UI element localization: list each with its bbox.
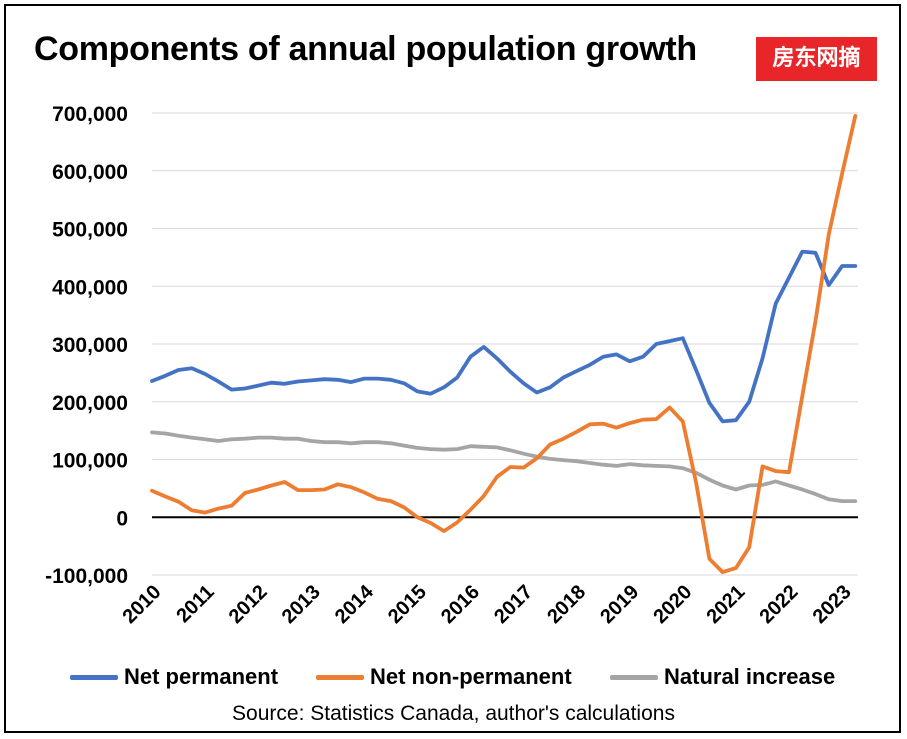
legend-label-net-permanent: Net permanent [124, 664, 279, 689]
chart-title: Components of annual population growth [34, 30, 697, 68]
watermark-badge: 房东网摘 [756, 37, 877, 81]
series-line-natural-increase [150, 430, 858, 504]
legend-swatch-natural-increase [610, 674, 658, 680]
y-tick-label: 0 [116, 507, 128, 530]
chart-legend: Net permanent Net non-permanent Natural … [70, 662, 870, 692]
x-tick-label: 2014 [331, 580, 379, 628]
y-tick-label: 700,000 [52, 103, 128, 126]
x-tick-label: 2011 [172, 581, 218, 627]
source-note: Source: Statistics Canada, author's calc… [232, 702, 675, 725]
x-tick-label: 2021 [702, 581, 749, 628]
y-tick-label: 200,000 [52, 392, 128, 415]
legend-swatch-net-non-permanent [316, 674, 364, 680]
y-tick-label: 500,000 [52, 219, 128, 242]
x-tick-label: 2017 [490, 581, 537, 628]
legend-label-natural-increase: Natural increase [664, 664, 836, 689]
x-tick-label: 2022 [756, 581, 803, 628]
x-tick-label: 2023 [809, 581, 856, 628]
x-tick-label: 2010 [119, 581, 166, 628]
x-tick-label: 2013 [278, 581, 325, 628]
x-tick-label: 2016 [437, 581, 484, 628]
y-tick-label: -100,000 [45, 565, 128, 588]
x-tick-label: 2015 [384, 581, 431, 628]
legend-label-net-non-permanent: Net non-permanent [370, 664, 572, 689]
y-tick-label: 100,000 [52, 450, 128, 473]
x-tick-label: 2020 [649, 581, 696, 628]
x-tick-label: 2012 [225, 581, 272, 628]
legend-swatch-net-permanent [70, 674, 118, 680]
y-tick-label: 600,000 [52, 161, 128, 184]
legend-item-natural-increase: Natural increase [610, 662, 835, 692]
x-tick-label: 2019 [596, 581, 643, 628]
legend-item-net-non-permanent: Net non-permanent [316, 662, 572, 692]
y-tick-label: 400,000 [52, 276, 128, 299]
x-tick-label: 2018 [543, 581, 590, 628]
series-line-net-permanent [150, 249, 858, 424]
y-tick-label: 300,000 [52, 334, 128, 357]
series-line-net-non-permanent [150, 114, 858, 574]
chart-frame [4, 4, 901, 733]
legend-item-net-permanent: Net permanent [70, 662, 278, 692]
